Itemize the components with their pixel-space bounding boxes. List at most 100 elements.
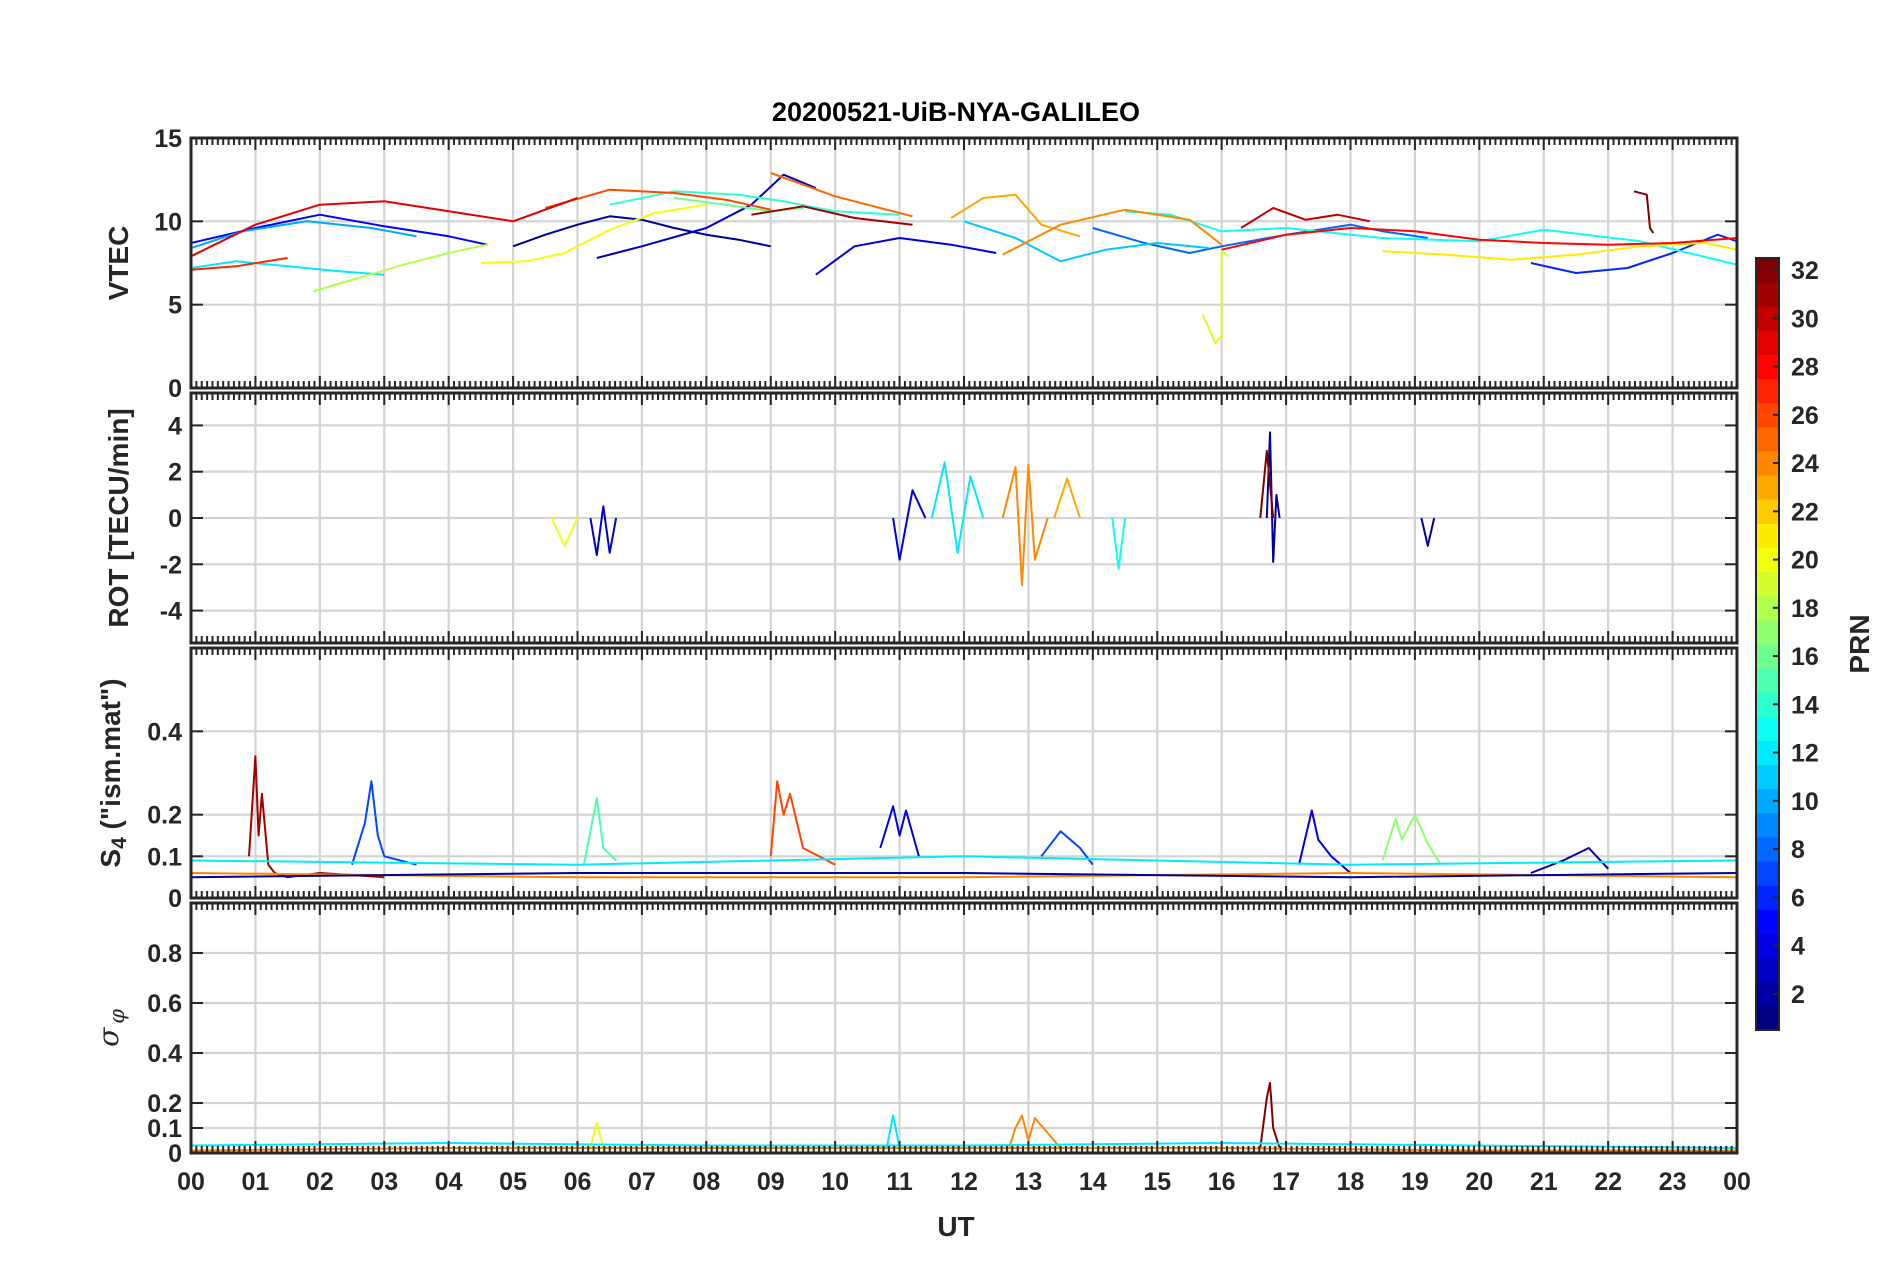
series-line [1382, 242, 1737, 261]
colorbar-tick-label: 28 [1791, 354, 1819, 382]
colorbar-tick-label: 6 [1791, 884, 1805, 912]
x-tick-label: 06 [564, 1168, 592, 1196]
colorbar-segment [1756, 981, 1779, 1007]
y-tick-label: 0.2 [147, 802, 182, 830]
colorbar-segment [1756, 861, 1779, 886]
colorbar-tick-label: 16 [1791, 643, 1819, 671]
y-tick-label: 0.8 [147, 940, 182, 968]
x-tick-label: 22 [1594, 1168, 1622, 1196]
y-tick-label: 2 [168, 459, 182, 487]
x-tick-label: 00 [177, 1168, 205, 1196]
colorbar-tick-label: 2 [1791, 981, 1805, 1009]
x-ticks [190, 903, 1738, 1153]
colorbar-tick-label: 4 [1791, 933, 1805, 961]
series-lines [191, 172, 1737, 344]
grid [191, 393, 1737, 643]
series-line [191, 872, 1737, 879]
x-tick-label: 15 [1143, 1168, 1171, 1196]
y-ticks: -4 -2 0 2 4 [160, 412, 1737, 626]
series-line [885, 1114, 901, 1149]
x-ticks [190, 393, 1738, 643]
series-line [596, 173, 817, 259]
y-tick-label: 0 [168, 885, 182, 913]
x-tick-label: 10 [821, 1168, 849, 1196]
series-line [609, 190, 900, 216]
y-tick-label: 10 [154, 208, 182, 236]
colorbar-segment [1756, 282, 1779, 307]
y-tick-label: 0.4 [147, 1040, 182, 1068]
series-line [1265, 431, 1281, 563]
colorbar-tick-label: 32 [1791, 257, 1819, 285]
x-tick-label: 09 [757, 1168, 785, 1196]
colorbar-tick-label: 12 [1791, 740, 1819, 768]
series-line [1201, 250, 1229, 344]
colorbar-segment [1756, 402, 1779, 428]
series-line [512, 215, 772, 248]
colorbar-segment [1756, 692, 1779, 717]
colorbar-segment [1756, 451, 1779, 476]
colorbar-segment [1756, 1005, 1779, 1031]
colorbar-tick-label: 30 [1791, 305, 1819, 333]
series-line [191, 260, 385, 276]
series-line [1008, 1114, 1062, 1149]
x-tick-label: 14 [1079, 1168, 1107, 1196]
series-line [1002, 208, 1223, 256]
series-line [313, 243, 488, 293]
colorbar-segment [1756, 933, 1779, 959]
colorbar-segment [1756, 619, 1779, 645]
x-axis-label: UT [937, 1211, 974, 1242]
colorbar-segment [1756, 885, 1779, 910]
series-line [1221, 227, 1737, 251]
panel-s4: 0 0.1 0.2 0.4 S4 ("ism.mat") [95, 646, 1739, 913]
colorbar-box [1755, 257, 1780, 1031]
colorbar-segment [1756, 595, 1779, 621]
y-ticks: 0 0.1 0.2 0.4 [147, 718, 1737, 913]
series-line [351, 780, 417, 866]
y-tick-label: 5 [168, 292, 182, 320]
series-line [191, 197, 578, 258]
x-tick-label: 01 [242, 1168, 270, 1196]
colorbar-segment [1756, 378, 1779, 404]
y-tick-label: 15 [154, 125, 182, 153]
series-line [963, 220, 1209, 263]
x-tick-label: 12 [950, 1168, 978, 1196]
series-line [879, 805, 920, 857]
series-line [1240, 207, 1371, 229]
figure-title: 20200521-UiB-NYA-GALILEO [772, 97, 1140, 127]
series-line [769, 780, 836, 866]
series-line [589, 1122, 605, 1149]
colorbar-segment [1756, 571, 1779, 597]
x-tick-label: 18 [1337, 1168, 1365, 1196]
x-ticks [190, 648, 1738, 898]
y-tick-label: 0.2 [147, 1090, 182, 1118]
series-line [751, 205, 913, 226]
series-line [480, 203, 707, 264]
series-line [1530, 847, 1609, 874]
series-line [930, 461, 985, 554]
colorbar-tick-label: 14 [1791, 691, 1819, 719]
series-line [1259, 449, 1275, 519]
x-tick-label: 20 [1465, 1168, 1493, 1196]
panel-vtec: 0 5 10 15 VTEC [103, 125, 1739, 403]
series-line [892, 489, 927, 561]
y-tick-label: 0.1 [147, 1115, 182, 1143]
y-tick-label: 0.4 [147, 718, 182, 746]
colorbar-segment [1756, 330, 1779, 355]
x-tick-label: 21 [1530, 1168, 1558, 1196]
x-tick-label: 05 [499, 1168, 527, 1196]
grid [191, 903, 1737, 1155]
colorbar-segment [1756, 426, 1779, 452]
colorbar-tick-label: 10 [1791, 788, 1819, 816]
y-tick-label: -4 [160, 598, 182, 626]
y-axis-label: ROT [TECU/min] [103, 408, 134, 627]
series-line [1053, 477, 1081, 519]
series-line [582, 797, 617, 865]
x-tick-label: 00 [1723, 1168, 1751, 1196]
colorbar-segment [1756, 716, 1779, 741]
y-tick-label: 0 [168, 505, 182, 533]
colorbar-segment [1756, 475, 1779, 500]
x-axis-tick-labels: 00 01 02 03 04 05 06 07 08 09 10 11 12 13 14 15 16 17 18 19… [177, 1168, 1751, 1196]
x-tick-label: 11 [886, 1168, 913, 1196]
series-line [191, 855, 1737, 866]
panel-rot: -4 -2 0 2 4 ROT [TECU/min] [103, 391, 1739, 645]
